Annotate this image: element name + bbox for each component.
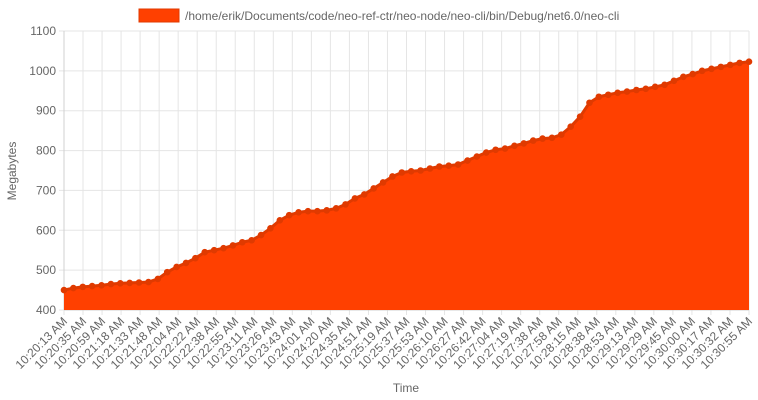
data-point[interactable] — [351, 195, 359, 202]
data-point[interactable] — [492, 146, 499, 154]
y-tick-label: 700 — [36, 183, 56, 197]
data-point[interactable] — [285, 211, 293, 219]
data-point[interactable] — [501, 145, 509, 152]
data-point[interactable] — [464, 157, 471, 164]
data-point[interactable] — [173, 263, 180, 271]
data-point[interactable] — [342, 201, 349, 208]
data-point[interactable] — [595, 93, 603, 101]
data-point[interactable] — [192, 254, 199, 262]
data-point[interactable] — [417, 167, 424, 174]
data-point[interactable] — [257, 231, 265, 239]
y-tick-label: 1100 — [30, 24, 56, 38]
data-point[interactable] — [604, 91, 612, 99]
data-point[interactable] — [529, 137, 537, 144]
data-point[interactable] — [107, 280, 115, 288]
data-point[interactable] — [689, 70, 697, 78]
data-point[interactable] — [633, 86, 640, 94]
data-point[interactable] — [135, 279, 143, 286]
data-point[interactable] — [229, 242, 237, 249]
data-point[interactable] — [60, 286, 68, 294]
data-point[interactable] — [238, 238, 246, 246]
data-point[interactable] — [154, 275, 162, 283]
data-point[interactable] — [726, 61, 734, 69]
data-point[interactable] — [210, 246, 218, 254]
data-point[interactable] — [276, 217, 284, 224]
data-point[interactable] — [70, 284, 77, 292]
data-point[interactable] — [182, 259, 190, 267]
data-point[interactable] — [436, 163, 443, 170]
data-point[interactable] — [473, 153, 481, 160]
y-axis-title: Megabytes — [5, 142, 19, 201]
data-point[interactable] — [680, 73, 687, 81]
data-point[interactable] — [539, 135, 546, 142]
y-tick-label: 1000 — [29, 64, 56, 78]
data-point[interactable] — [708, 65, 715, 73]
data-point[interactable] — [426, 165, 434, 172]
data-point[interactable] — [332, 205, 340, 212]
x-axis-title: Time — [393, 381, 420, 395]
data-point[interactable] — [360, 191, 368, 198]
data-point[interactable] — [267, 224, 274, 232]
plot-area — [60, 58, 753, 310]
data-point[interactable] — [389, 173, 396, 180]
data-point[interactable] — [323, 207, 331, 214]
data-point[interactable] — [567, 123, 575, 130]
data-point[interactable] — [661, 81, 668, 89]
y-tick-label: 800 — [36, 144, 56, 158]
legend[interactable]: /home/erik/Documents/code/neo-ref-ctr/ne… — [138, 8, 619, 23]
data-point[interactable] — [736, 59, 743, 67]
data-point[interactable] — [295, 209, 302, 216]
data-point[interactable] — [642, 85, 650, 93]
data-point[interactable] — [398, 169, 406, 176]
data-point[interactable] — [576, 113, 584, 120]
data-point[interactable] — [670, 77, 678, 85]
y-tick-label: 500 — [36, 263, 56, 277]
data-point[interactable] — [717, 63, 725, 71]
data-point[interactable] — [651, 83, 659, 91]
data-point[interactable] — [548, 134, 556, 142]
data-point[interactable] — [220, 244, 227, 252]
data-point[interactable] — [698, 67, 706, 75]
data-point[interactable] — [88, 282, 96, 290]
data-point[interactable] — [558, 131, 565, 138]
data-point[interactable] — [98, 281, 105, 289]
y-tick-label: 400 — [36, 303, 56, 317]
data-point[interactable] — [304, 207, 312, 215]
data-point[interactable] — [79, 283, 87, 291]
data-point[interactable] — [117, 280, 124, 287]
data-point[interactable] — [614, 89, 621, 97]
data-point[interactable] — [623, 88, 631, 95]
data-point[interactable] — [370, 185, 377, 192]
y-tick-label: 900 — [36, 104, 56, 118]
data-point[interactable] — [745, 58, 753, 65]
data-point[interactable] — [379, 179, 387, 186]
series-area — [64, 61, 749, 310]
data-point[interactable] — [520, 140, 528, 147]
data-point[interactable] — [248, 236, 255, 244]
data-point[interactable] — [511, 142, 518, 150]
data-point[interactable] — [586, 99, 593, 107]
data-point[interactable] — [126, 279, 133, 287]
legend-label[interactable]: /home/erik/Documents/code/neo-ref-ctr/ne… — [185, 9, 619, 23]
y-axis-ticks: 400 500 600 700 800 900 1000 1100 — [29, 24, 56, 317]
legend-swatch[interactable] — [138, 8, 180, 23]
data-point[interactable] — [482, 149, 490, 156]
data-point[interactable] — [145, 278, 152, 286]
data-point[interactable] — [445, 162, 453, 170]
data-point[interactable] — [407, 168, 415, 175]
data-point[interactable] — [314, 207, 321, 215]
y-tick-label: 600 — [36, 223, 56, 237]
data-point[interactable] — [201, 248, 209, 256]
data-point[interactable] — [454, 161, 462, 168]
data-point[interactable] — [163, 268, 171, 276]
